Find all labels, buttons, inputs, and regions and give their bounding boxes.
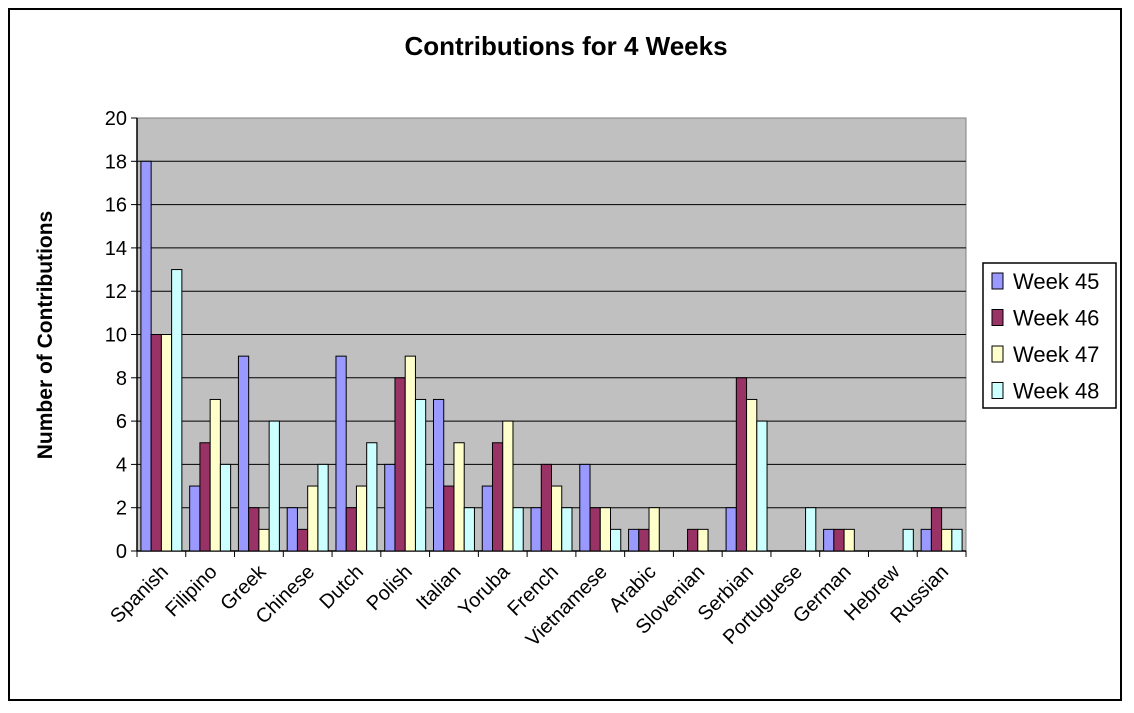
y-tick-label: 14 — [105, 238, 127, 260]
bar — [920, 528, 932, 552]
category-label: Spanish — [106, 561, 173, 628]
y-tick-label: 20 — [105, 108, 127, 130]
y-tick-label: 16 — [105, 195, 127, 217]
y-tick-label: 2 — [116, 498, 127, 520]
legend-swatch — [991, 272, 1004, 290]
bar — [209, 398, 221, 552]
y-tick-label: 0 — [116, 541, 127, 563]
category-label: Filipino — [161, 561, 221, 621]
bar — [561, 507, 573, 552]
bar — [189, 485, 201, 552]
bar — [307, 485, 319, 552]
y-axis-label: Number of Contributions — [34, 211, 57, 459]
bar — [317, 463, 329, 552]
bar — [355, 485, 368, 552]
bar — [648, 507, 660, 552]
bar — [687, 528, 699, 552]
bar — [150, 334, 162, 552]
legend-box — [982, 262, 1117, 409]
category-label: Dutch — [315, 561, 368, 614]
bar — [160, 334, 173, 552]
bar — [384, 463, 396, 552]
bar — [268, 420, 280, 552]
legend-swatch — [991, 309, 1004, 326]
legend-label: Week 46 — [1013, 306, 1099, 331]
bar — [286, 507, 298, 552]
category-label: Polish — [363, 561, 417, 615]
bar — [638, 528, 650, 552]
bar — [746, 398, 758, 552]
bar — [414, 398, 427, 552]
bar — [551, 485, 563, 552]
category-label: Yoruba — [454, 560, 514, 620]
bar — [610, 528, 622, 552]
bar — [404, 355, 416, 552]
bar — [453, 442, 465, 552]
legend-swatch — [991, 382, 1004, 399]
legend-label: Week 48 — [1013, 379, 1099, 404]
legend-label: Week 45 — [1013, 269, 1099, 294]
bar — [296, 528, 309, 552]
y-tick-label: 18 — [105, 151, 127, 173]
bar — [589, 507, 601, 552]
bar — [345, 507, 357, 552]
bar — [219, 463, 232, 552]
bar — [530, 507, 542, 552]
bar — [199, 442, 211, 552]
y-tick-label: 4 — [116, 454, 127, 476]
y-tick-label: 8 — [116, 368, 127, 390]
bar — [502, 420, 514, 552]
bar — [941, 528, 953, 552]
plot-area: 02468101214161820SpanishFilipinoGreekChi… — [105, 108, 967, 651]
bar — [366, 442, 378, 552]
bar — [902, 528, 914, 552]
bar — [823, 528, 835, 552]
bar — [248, 507, 260, 552]
y-tick-label: 10 — [105, 325, 127, 347]
bar — [140, 160, 152, 552]
bar — [258, 528, 270, 552]
bar — [833, 528, 845, 552]
bar — [756, 420, 768, 552]
y-tick-label: 6 — [116, 411, 127, 433]
bar — [697, 528, 709, 552]
bar — [512, 507, 524, 552]
bar — [951, 528, 963, 552]
bar — [930, 507, 943, 552]
legend: Week 45 Week 46 Week 47 Week 48 — [982, 262, 1117, 409]
bar — [628, 528, 640, 552]
y-tick-label: 12 — [105, 281, 127, 303]
legend-label: Week 47 — [1013, 342, 1099, 367]
bar — [443, 485, 455, 552]
bar — [394, 377, 406, 552]
bar — [481, 485, 493, 552]
legend-swatch — [991, 345, 1004, 363]
bar — [843, 528, 855, 552]
bar — [735, 377, 748, 552]
bar — [599, 507, 612, 552]
bar — [805, 507, 817, 552]
bar — [171, 269, 183, 552]
chart-title: Contributions for 4 Weeks — [404, 31, 727, 61]
bar — [579, 463, 591, 552]
bar — [432, 398, 445, 552]
bar — [237, 355, 250, 552]
bar — [725, 507, 737, 552]
bar — [463, 507, 475, 552]
bar — [491, 442, 504, 552]
bar — [540, 463, 552, 552]
bar — [335, 355, 347, 552]
